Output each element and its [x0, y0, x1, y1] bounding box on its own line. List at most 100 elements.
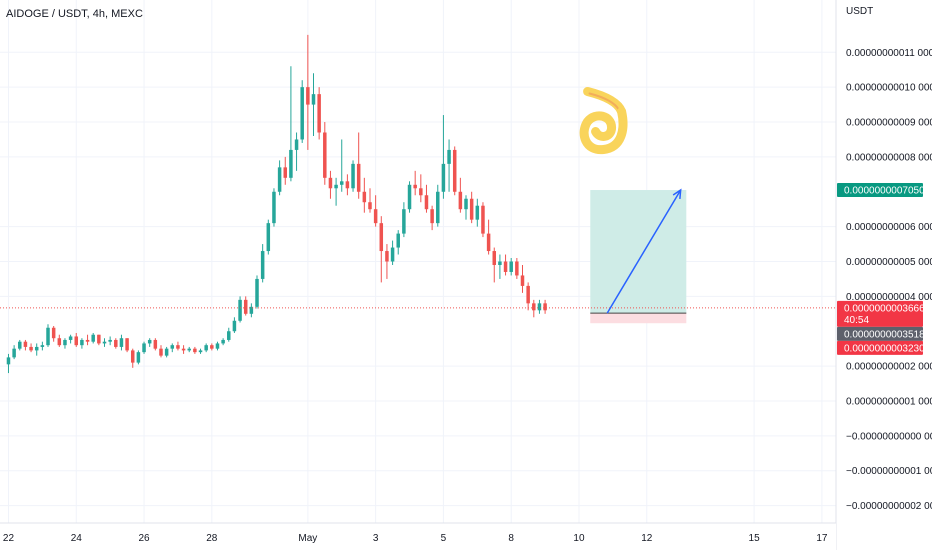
price-tick-label: 0.00000000006 0000	[846, 222, 932, 233]
candle	[481, 202, 485, 238]
time-tick-label: 12	[641, 533, 653, 544]
candle	[181, 345, 186, 354]
candle-body	[18, 341, 22, 349]
candle	[458, 177, 463, 213]
arrow-head	[672, 188, 682, 200]
time-tick-label: 24	[71, 533, 83, 544]
candle	[63, 338, 67, 349]
candle	[51, 326, 56, 342]
candle-body	[102, 341, 107, 344]
candle	[373, 195, 378, 227]
candle-body	[170, 345, 175, 349]
candle-body	[424, 195, 429, 210]
candle-body	[34, 346, 39, 351]
candle	[289, 66, 293, 182]
candle-body	[51, 327, 56, 339]
time-axis-ticks: 22 24 26 28 May 3 5 8 10 12 15 17	[3, 533, 828, 544]
candle	[23, 339, 28, 351]
candle-body	[266, 223, 271, 252]
candle-body	[469, 198, 474, 220]
candle	[210, 343, 214, 351]
projection-arrow[interactable]	[606, 188, 682, 314]
candle-body	[396, 233, 400, 248]
candle	[532, 299, 536, 318]
candle-body	[368, 202, 372, 210]
candle-body	[317, 94, 321, 133]
candle-body	[193, 348, 197, 353]
candle	[311, 73, 316, 136]
candle	[323, 122, 327, 185]
candle	[91, 332, 95, 344]
candle-body	[108, 339, 112, 342]
candle	[187, 346, 191, 353]
price-axis-ticks: 0.00000000011 0000 0.00000000010 0000 0.00…	[846, 48, 932, 512]
price-tick-label: 0.00000000009 0000	[846, 118, 932, 129]
candle	[515, 258, 519, 279]
candle-body	[176, 345, 180, 349]
candle	[238, 296, 242, 323]
time-tick-label: 3	[373, 533, 379, 544]
candle-body	[441, 163, 446, 192]
candle-body	[272, 191, 276, 224]
candle-body	[306, 87, 310, 105]
candle-body	[413, 184, 417, 189]
candle-body	[532, 303, 536, 311]
candle-body	[232, 320, 237, 332]
candle-body	[204, 345, 208, 351]
candle-body	[339, 181, 344, 185]
candle	[430, 205, 434, 231]
time-axis-panel[interactable]	[0, 523, 836, 550]
candle	[204, 343, 208, 353]
candle	[46, 324, 50, 347]
candle	[249, 303, 254, 318]
candle-body	[97, 334, 101, 344]
current-price-label: 0.00000000036667	[844, 303, 931, 314]
price-tick-label: −0.00000000001 0000	[846, 466, 932, 477]
candle	[40, 341, 45, 351]
bar-countdown-label: 40:54	[844, 315, 869, 326]
candle-body	[537, 303, 542, 311]
candle	[6, 353, 11, 374]
candle	[243, 296, 248, 316]
candle	[306, 34, 310, 150]
candle-body	[147, 339, 152, 344]
candle	[379, 216, 384, 283]
candle	[227, 327, 231, 342]
candle	[29, 343, 33, 353]
candle-body	[498, 261, 502, 265]
candle	[176, 341, 180, 351]
target-zone	[590, 190, 687, 314]
candle-body	[436, 191, 440, 224]
candle	[198, 348, 203, 354]
position-zones	[590, 190, 687, 324]
candle-body	[6, 357, 11, 365]
time-tick-label: 15	[749, 533, 761, 544]
candle-body	[334, 184, 338, 189]
candle-body	[452, 149, 457, 192]
arrow-shaft	[606, 189, 682, 314]
candle	[12, 345, 16, 360]
candlesticks	[6, 34, 547, 374]
candle-body	[23, 341, 28, 347]
candle	[193, 346, 197, 354]
candle	[537, 299, 542, 314]
candle-body	[153, 339, 158, 349]
time-tick-label: May	[298, 533, 317, 544]
candle	[164, 346, 169, 358]
candle-body	[198, 350, 203, 353]
candle	[232, 317, 237, 333]
candle	[215, 341, 220, 351]
candle-body	[402, 209, 406, 234]
candle	[407, 181, 412, 213]
candle	[368, 188, 372, 213]
candle	[503, 254, 508, 276]
candle-body	[243, 299, 248, 314]
price-axis-panel[interactable]	[836, 0, 932, 550]
candle-body	[46, 327, 50, 346]
candle	[108, 336, 112, 346]
candle-body	[29, 346, 33, 351]
candle-body	[362, 191, 367, 203]
candle-body	[210, 345, 214, 349]
candle-body	[238, 299, 242, 321]
